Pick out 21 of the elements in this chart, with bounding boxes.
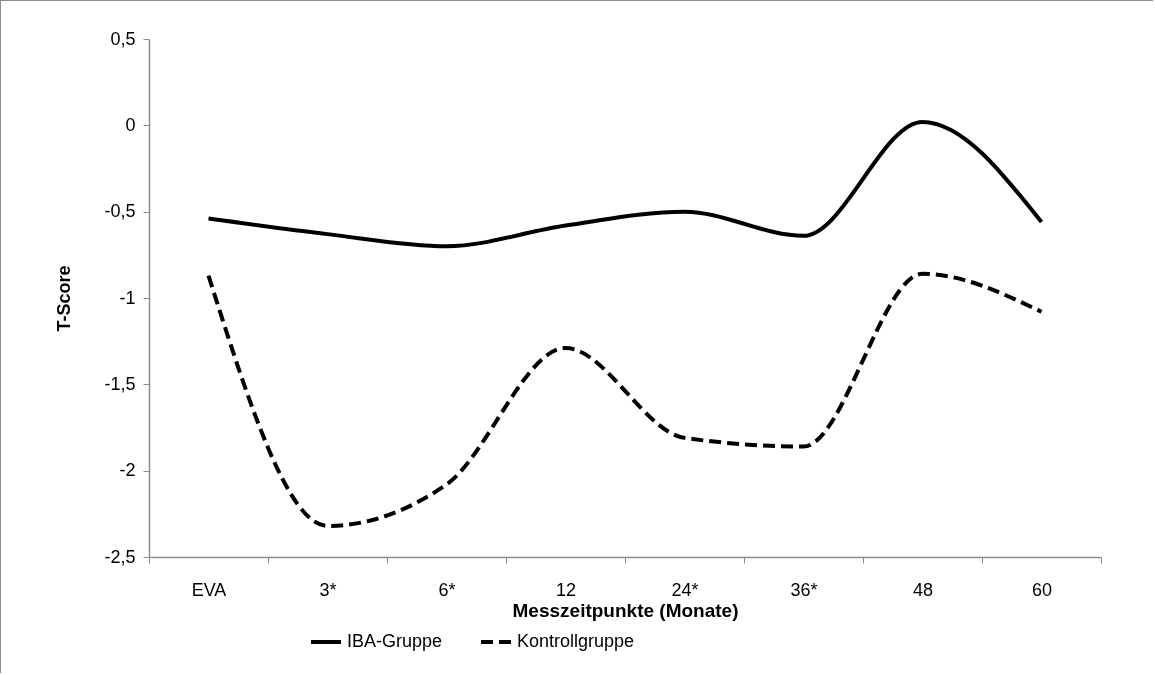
x-tick-label: 36* [790,579,818,600]
y-tick-label: -0,5 [104,201,136,222]
legend-label: Kontrollgruppe [517,631,635,651]
x-tick-label: 24* [671,579,699,600]
line-series [206,271,1044,528]
y-tick-label: -2 [119,460,136,481]
y-tick-label: -1,5 [104,373,136,394]
x-axis-title: Messzeitpunkte (Monate) [512,599,739,621]
y-tick-label: 0 [125,114,136,135]
x-tick-label: 48 [912,579,934,600]
y-tick-label: -2,5 [104,546,136,567]
line-series [206,119,1044,249]
y-axis-title: T-Score [54,265,75,332]
x-tick-label: 12 [555,579,577,600]
x-tick-label: 60 [1031,579,1053,600]
y-tick-label: 0,5 [110,28,136,49]
x-tick-label: 3* [319,579,337,600]
y-tick-label: -1 [119,287,136,308]
x-tick-label: EVA [191,579,227,600]
x-tick-label: 6* [438,579,456,600]
legend-label: IBA-Gruppe [347,631,443,651]
